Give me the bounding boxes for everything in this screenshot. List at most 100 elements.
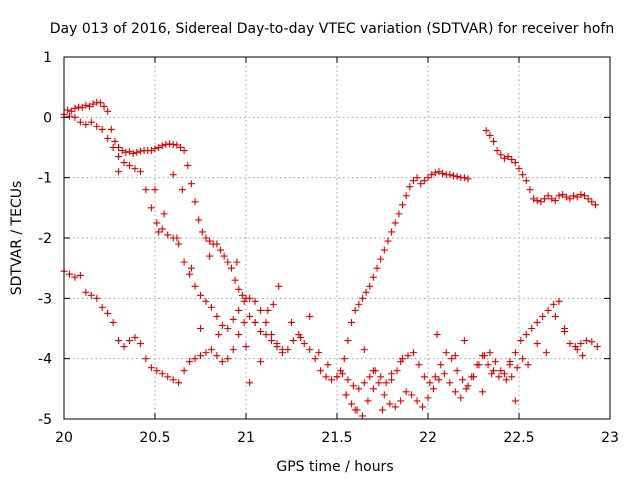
data-point [82,288,90,296]
data-point [533,318,541,326]
data-point [142,186,150,194]
data-point [524,361,532,369]
data-point [577,191,585,199]
data-point [577,340,585,348]
data-point [118,147,126,155]
data-point [451,388,459,396]
data-point [435,376,443,384]
data-point [484,361,492,369]
data-point [420,177,428,185]
y-tick-label: 0 [43,110,52,126]
data-point [235,331,243,339]
data-point [76,118,84,126]
data-point [384,237,392,245]
data-point [115,168,123,176]
data-point [513,364,521,372]
data-point [439,169,447,177]
series-trace-f [342,297,601,420]
data-point [519,171,527,179]
data-point [126,337,134,345]
data-point [202,234,210,242]
data-point [115,153,123,161]
data-point [533,197,541,205]
data-point [284,346,292,354]
data-point [366,373,374,381]
data-point [98,303,106,311]
data-point [431,373,439,381]
data-point [197,352,204,360]
data-point [206,237,214,245]
data-point [404,352,412,360]
data-point [446,171,454,179]
x-tick-label: 23 [601,430,619,446]
data-point [180,147,188,155]
data-point [522,177,530,185]
data-point [82,101,90,109]
data-point [382,379,390,387]
data-point [197,325,204,332]
x-tick-label: 20 [55,430,73,446]
data-point [459,376,467,384]
data-point [533,340,541,348]
data-point [561,328,568,336]
data-point [424,394,432,402]
data-point [550,300,558,308]
data-point [229,346,237,354]
data-point [559,191,567,199]
data-point [264,306,272,314]
data-point [555,192,563,200]
data-point [109,318,117,326]
data-point [111,137,119,145]
data-point [251,297,259,305]
data-point [246,312,254,320]
data-point [448,355,456,363]
data-point [417,180,425,188]
data-point [433,331,441,339]
data-point [584,195,592,203]
data-point [184,162,192,170]
data-point [446,379,454,387]
data-point [431,169,439,177]
data-point [490,367,498,375]
data-point [462,385,470,393]
x-axis: 20 20.5 21 21.5 22 22.5 23 [55,57,619,446]
data-point [227,264,235,272]
data-point [246,379,254,387]
data-point [229,315,237,323]
data-point [169,140,177,148]
x-tick-label: 22 [419,430,437,446]
data-point [87,291,95,299]
data-point [391,219,399,227]
data-point [213,352,221,360]
data-point [173,141,181,149]
y-axis-label: SDTVAR / TECUs [9,181,25,296]
data-point [493,147,501,155]
series-trace-c [60,267,532,393]
data-point [82,121,90,129]
data-point [71,113,79,121]
data-point [479,352,487,360]
data-point [96,99,104,107]
data-point [317,367,325,375]
data-point [76,271,84,279]
y-tick-label: -2 [38,231,52,247]
data-point [497,151,505,159]
data-point [500,370,508,378]
data-point [207,346,215,354]
data-point [388,228,396,236]
data-point [224,355,232,363]
data-point [453,172,461,180]
data-point [351,306,359,314]
data-point [555,297,563,305]
data-point [120,343,128,351]
data-point [169,171,177,179]
data-point [142,355,150,363]
data-point [349,382,357,390]
data-point [391,403,399,411]
data-point [186,270,194,278]
data-point [257,328,265,336]
data-point [71,273,79,281]
data-point [358,294,366,302]
data-point [369,273,377,281]
data-point [415,361,423,369]
